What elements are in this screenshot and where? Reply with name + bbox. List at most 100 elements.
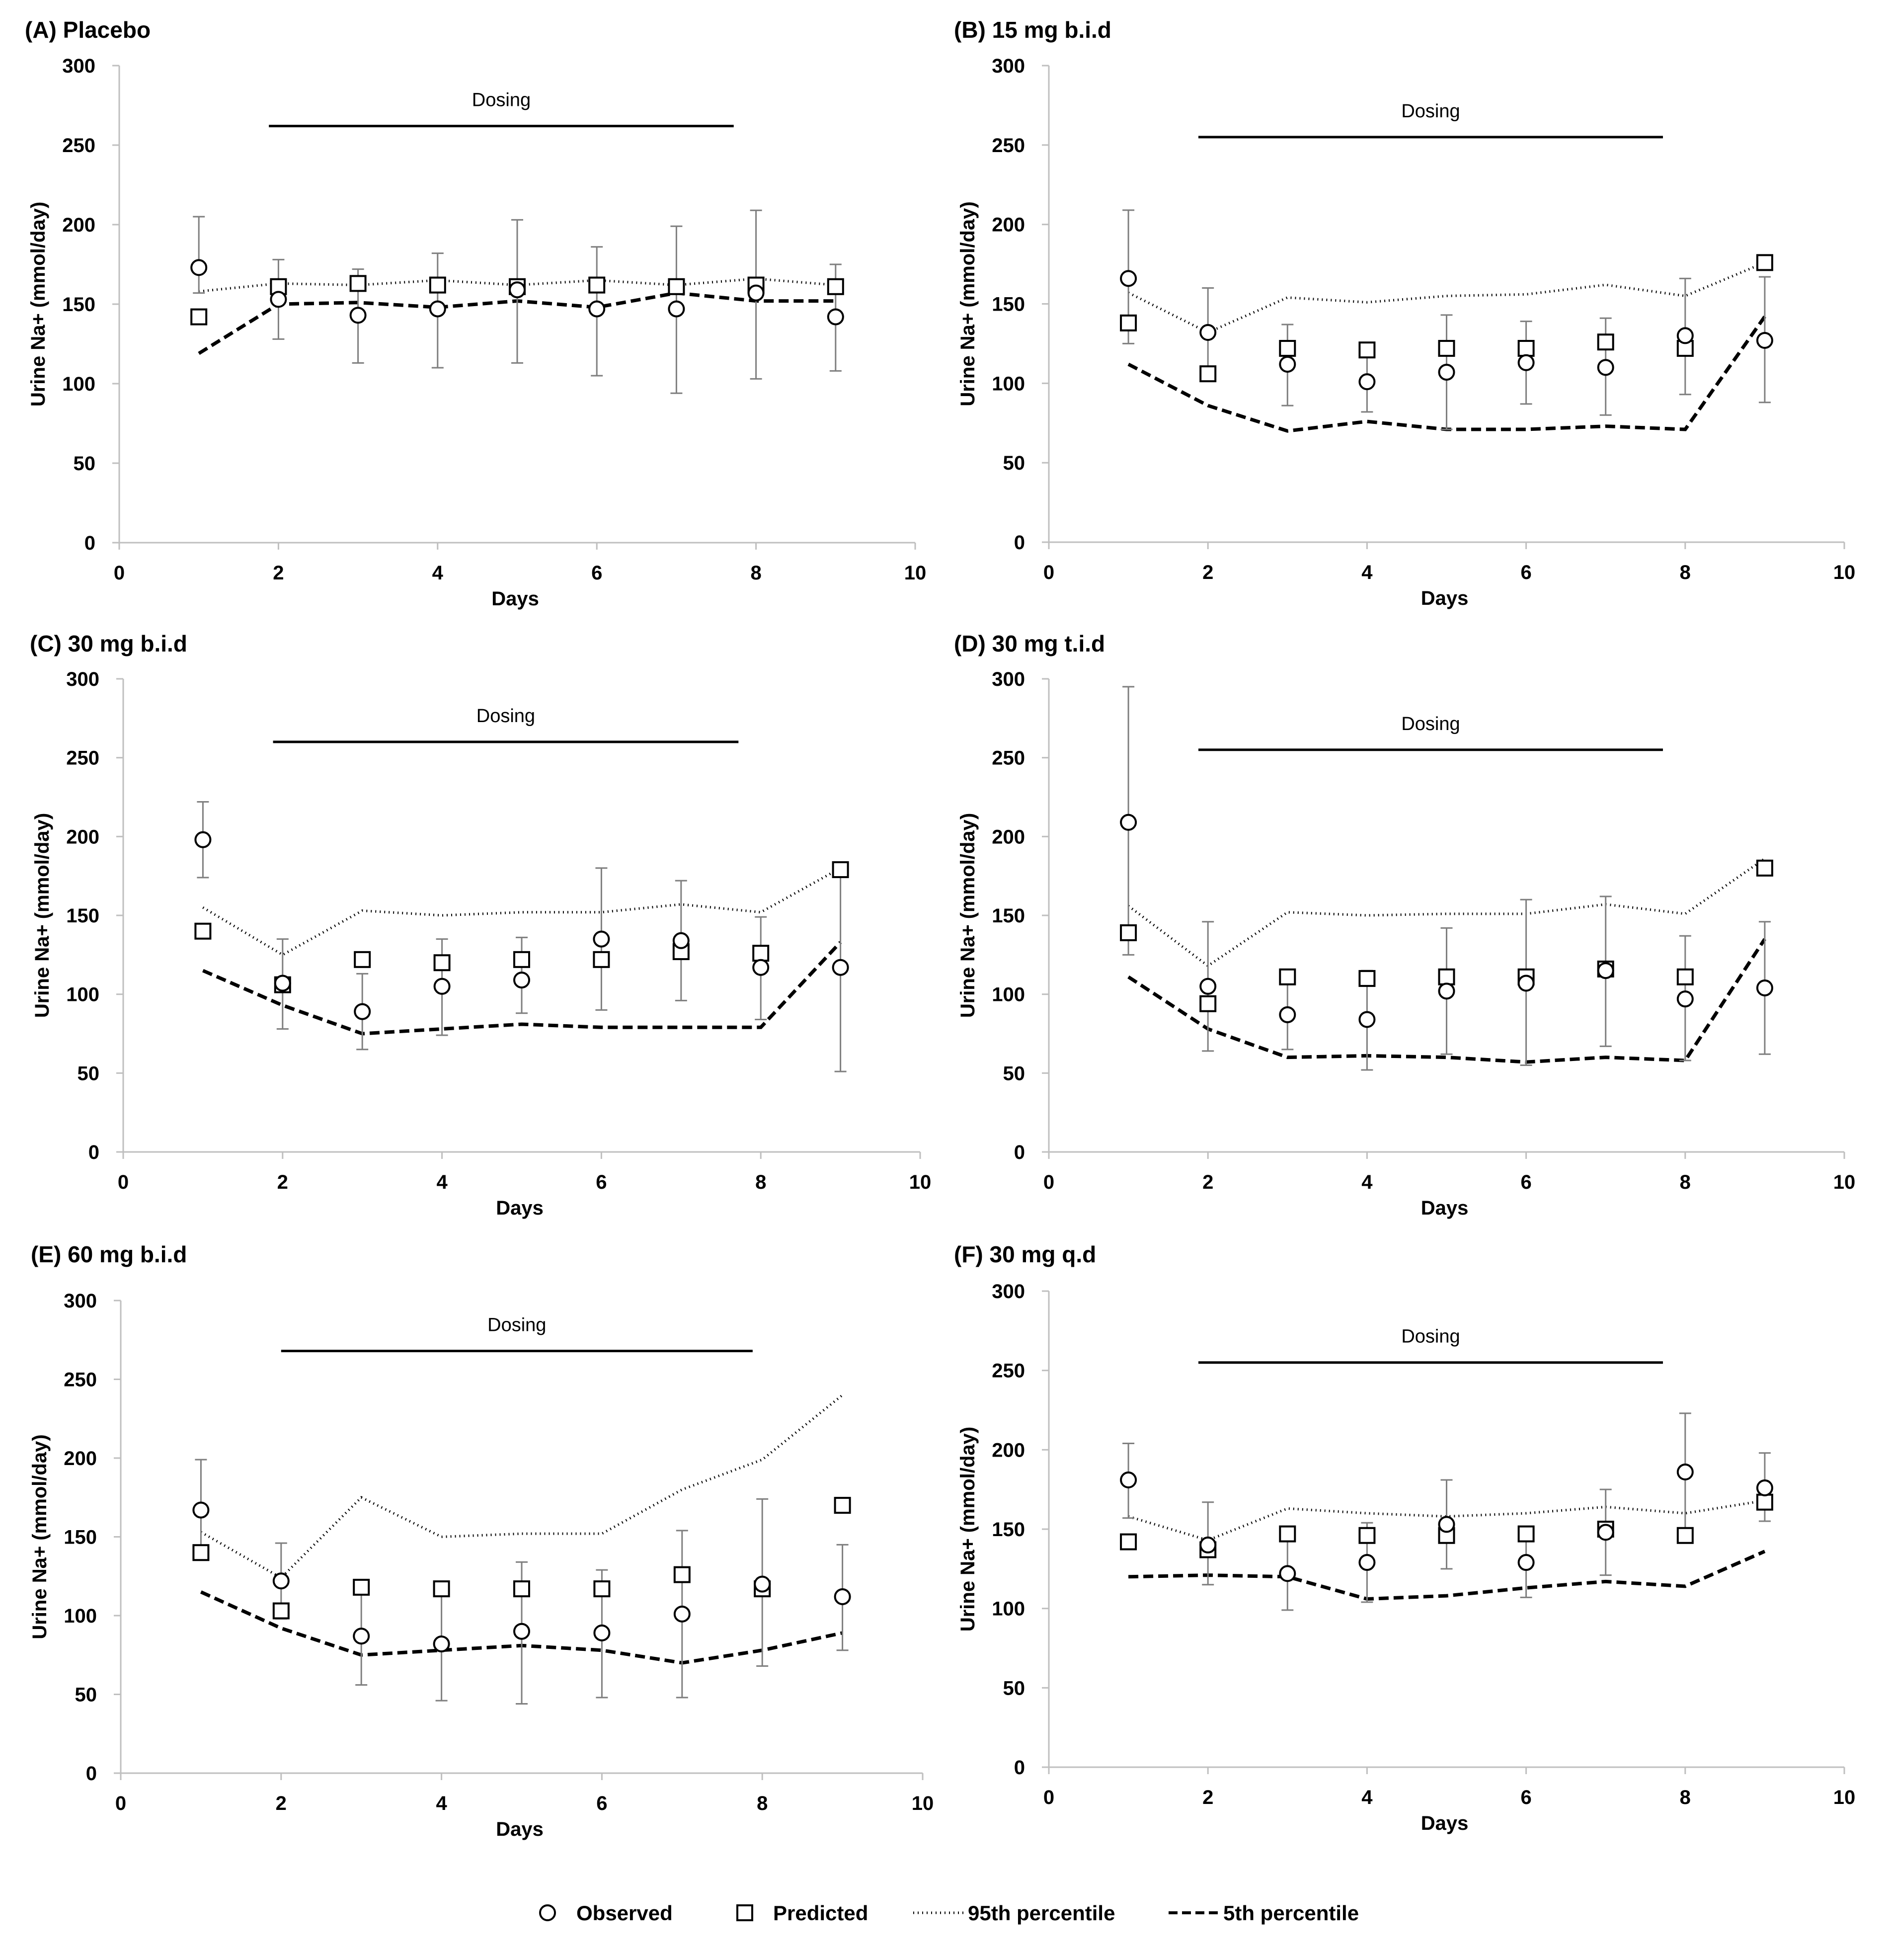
x-tick-label: 0 [1043, 562, 1054, 583]
observed-point [1676, 1464, 1694, 1481]
predicted-point [272, 1602, 290, 1620]
dosing-label: Dosing [487, 1314, 546, 1335]
y-tick-label: 150 [992, 294, 1025, 316]
y-tick-label: 50 [1003, 1062, 1025, 1084]
predicted-point [1438, 968, 1455, 985]
y-tick-label: 200 [64, 1448, 97, 1470]
panel-title: (C) 30 mg b.i.d [30, 631, 187, 656]
predicted-point [1756, 1493, 1773, 1511]
series-5th-percentile-line [1128, 1550, 1766, 1601]
dosing-label: Dosing [1401, 101, 1460, 122]
predicted-point [1358, 970, 1376, 987]
observed-point [1756, 332, 1773, 349]
x-tick-label: 10 [1833, 1171, 1856, 1193]
observed-point [1358, 1554, 1376, 1571]
y-axis-label: Urine Na+ (mmol/day) [27, 202, 49, 407]
predicted-point [834, 1497, 851, 1514]
y-tick-label: 100 [66, 984, 99, 1006]
x-tick-label: 8 [750, 562, 761, 584]
predicted-point [1756, 859, 1773, 877]
x-tick-label: 4 [436, 1793, 447, 1814]
dosing-label: Dosing [1401, 1326, 1460, 1347]
observed-point [1676, 327, 1694, 344]
x-tick-label: 2 [273, 562, 284, 584]
x-tick-label: 4 [1361, 1171, 1373, 1193]
x-tick-label: 2 [277, 1171, 288, 1193]
observed-point [1597, 1524, 1614, 1541]
y-axis-label: Urine Na+ (mmol/day) [957, 201, 979, 406]
x-tick-label: 6 [596, 1171, 607, 1193]
legend-predicted-label: Predicted [773, 1901, 868, 1925]
predicted-point [1120, 1533, 1137, 1551]
x-tick-label: 8 [1680, 1171, 1691, 1193]
x-tick-label: 6 [596, 1793, 607, 1814]
observed-point [274, 975, 291, 992]
observed-point [513, 1623, 530, 1640]
y-tick-label: 150 [992, 905, 1025, 927]
x-tick-label: 0 [115, 1793, 126, 1814]
panel-title: (D) 30 mg t.i.d [954, 631, 1105, 656]
observed-point [747, 284, 765, 302]
predicted-point [593, 1580, 611, 1598]
observed-point [1597, 359, 1614, 376]
predicted-point [353, 1578, 370, 1596]
y-tick-label: 50 [75, 1684, 97, 1706]
chart-panel-6: (F) 30 mg q.d 0 50 100 150 200 250 300 0 2 4 6 8 10 Da… [954, 1241, 1855, 1834]
y-tick-label: 100 [992, 984, 1025, 1006]
dosing-label: Dosing [1401, 714, 1460, 735]
observed-point [1756, 1479, 1773, 1496]
panel-title: (A) Placebo [25, 17, 151, 43]
x-axis-label: Days [1421, 1812, 1469, 1834]
legend-95th-label: 95th percentile [968, 1901, 1115, 1925]
x-tick-label: 0 [1043, 1171, 1054, 1193]
observed-point [1517, 354, 1535, 371]
observed-point [1279, 1565, 1296, 1582]
predicted-point [752, 945, 770, 962]
x-axis-label: Days [491, 588, 539, 610]
observed-point [827, 308, 844, 326]
series-5th-percentile-line [1127, 938, 1766, 1064]
observed-point [349, 307, 367, 324]
predicted-point [1358, 1527, 1376, 1544]
observed-point [1120, 270, 1137, 287]
y-tick-label: 300 [992, 1281, 1025, 1303]
predicted-point [1199, 995, 1217, 1012]
observed-point [1120, 1471, 1137, 1489]
observed-point [1199, 1536, 1217, 1553]
x-tick-label: 6 [1520, 1787, 1531, 1808]
x-tick-label: 0 [118, 1171, 129, 1193]
observed-point [1756, 979, 1773, 996]
y-tick-label: 200 [66, 826, 99, 848]
y-tick-label: 50 [1003, 452, 1025, 474]
y-tick-label: 50 [74, 453, 96, 475]
y-tick-label: 300 [62, 55, 95, 77]
legend-5th-label: 5th percentile [1223, 1901, 1359, 1925]
chart-panel-2: (B) 15 mg b.i.d 0 50 100 150 200 250 300 0 2 4 6 8 10… [954, 17, 1855, 609]
y-tick-label: 150 [62, 294, 95, 316]
x-tick-label: 6 [591, 562, 602, 584]
y-axis-label: Urine Na+ (mmol/day) [31, 813, 53, 1018]
observed-point [1438, 982, 1455, 1000]
x-tick-label: 4 [436, 1171, 448, 1193]
x-tick-label: 10 [912, 1793, 934, 1814]
predicted-point [1438, 340, 1455, 357]
predicted-point [668, 278, 685, 295]
predicted-point [433, 1580, 450, 1598]
chart-panel-3: (C) 30 mg b.i.d 0 50 100 150 200 250 300 0 2 4 6 8 10… [30, 631, 931, 1219]
chart-panel-5: (E) 60 mg b.i.d 0 50 100 150 200 250 300 0 2 4 6 8 10… [29, 1241, 934, 1840]
observed-point [190, 259, 208, 276]
legend-predicted-marker [736, 1904, 753, 1921]
predicted-point [1120, 314, 1137, 331]
y-tick-label: 250 [64, 1369, 97, 1391]
y-tick-label: 250 [992, 1360, 1025, 1382]
y-tick-label: 300 [992, 55, 1025, 77]
x-tick-label: 8 [755, 1171, 766, 1193]
y-tick-label: 150 [992, 1519, 1025, 1541]
observed-point [1279, 355, 1296, 373]
x-axis-label: Days [496, 1197, 544, 1219]
observed-point [834, 1588, 851, 1605]
x-tick-label: 2 [1202, 1787, 1213, 1808]
predicted-point [673, 1566, 691, 1583]
